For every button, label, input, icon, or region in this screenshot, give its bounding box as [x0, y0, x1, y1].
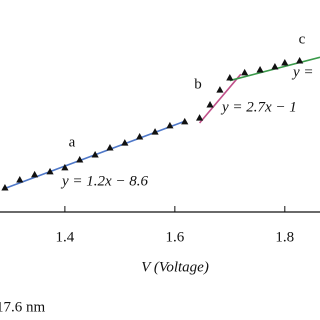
data-point: [91, 150, 99, 158]
fit-equation: y = 2.7x − 1: [220, 99, 297, 115]
data-point: [76, 156, 84, 163]
data-point: [271, 62, 279, 70]
data-point: [61, 163, 69, 171]
data-point: [206, 100, 214, 108]
data-point: [181, 117, 189, 125]
data-point: [281, 58, 289, 66]
data-point: [296, 57, 304, 64]
segment-label: a: [69, 134, 76, 150]
x-tick-label: 1.4: [56, 229, 75, 245]
data-point: [121, 139, 129, 146]
footnote: 17.6 nm: [0, 299, 46, 315]
fit-equation: y = 1.2x − 8.6: [60, 173, 149, 189]
segment-label: b: [194, 76, 202, 92]
data-point: [106, 143, 114, 151]
x-tick-label: 1.8: [275, 229, 294, 245]
x-tick-label: 1.6: [165, 229, 184, 245]
segment-label: c: [299, 31, 306, 47]
data-point: [166, 121, 174, 129]
data-point: [216, 86, 224, 93]
data-point: [46, 167, 54, 175]
data-point: [136, 132, 144, 140]
data-point: [241, 68, 249, 76]
x-axis-label: V (Voltage): [141, 259, 209, 275]
fit-line: [198, 73, 242, 124]
fit-equation: y =: [291, 64, 314, 80]
data-point: [31, 170, 39, 178]
data-point: [195, 114, 204, 121]
data-point: [256, 65, 264, 73]
data-point: [16, 175, 24, 183]
data-point: [226, 74, 234, 81]
data-point: [1, 184, 9, 191]
data-point: [151, 128, 159, 135]
